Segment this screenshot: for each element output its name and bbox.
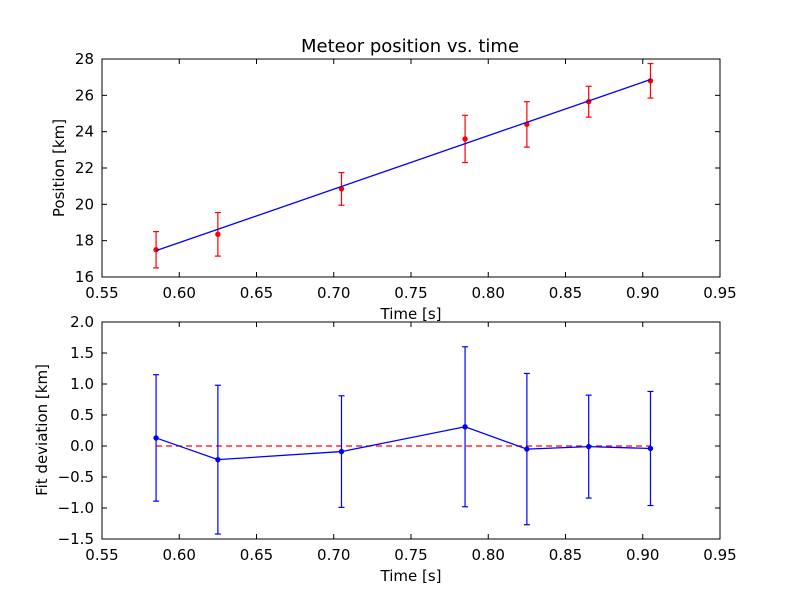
data-point (647, 78, 654, 84)
x-tick-label: 0.95 (703, 284, 736, 302)
fit-line (155, 78, 651, 252)
data-point (338, 448, 345, 455)
x-tick-label: 0.85 (549, 284, 582, 302)
deviation-chart: 0.55 0.60 0.65 0.70 0.75 0.80 0.85 0.90 0.95 −1.5… (33, 313, 737, 585)
y-tick-label: 28 (75, 50, 94, 68)
y-tick-label: 2.0 (70, 313, 94, 331)
x-tick-label: 0.75 (394, 284, 427, 302)
x-tick-label: 0.90 (626, 284, 659, 302)
y-tick-label: −1.0 (58, 499, 94, 517)
data-point (524, 446, 530, 452)
y-axis-label: Position [km] (50, 119, 68, 217)
x-axis-label: Time [s] (380, 567, 442, 585)
x-tick-label: 0.80 (472, 284, 505, 302)
position-chart: Meteor position vs. time 0.55 0.60 0.65 0.7… (50, 36, 737, 323)
x-tick-label: 0.85 (549, 546, 582, 564)
data-point (585, 443, 592, 450)
y-tick-label: 1.0 (70, 375, 94, 393)
data-point (215, 231, 221, 238)
x-tick-label: 0.60 (163, 284, 196, 302)
x-tick-label: 0.70 (317, 284, 350, 302)
x-tick-label: 0.55 (85, 546, 118, 564)
plot-frame (101, 321, 721, 540)
plot-frame (101, 58, 721, 278)
y-tick-label: 0.5 (70, 406, 94, 424)
data-point (215, 456, 221, 463)
y-tick-label: 26 (75, 86, 94, 104)
y-tick-label: 20 (75, 195, 94, 213)
x-tick-label: 0.70 (317, 546, 350, 564)
x-tick-label: 0.90 (626, 546, 659, 564)
y-tick-label: 1.5 (70, 344, 94, 362)
x-tick-label: 0.75 (394, 546, 427, 564)
y-tick-label: 16 (75, 268, 94, 286)
x-tick-label: 0.65 (240, 546, 273, 564)
y-tick-label: 0.0 (70, 437, 94, 455)
x-tick-label: 0.55 (85, 284, 118, 302)
x-tick-label: 0.65 (240, 284, 273, 302)
y-tick-label: −0.5 (58, 468, 94, 486)
deviation-line (155, 426, 651, 461)
data-point (647, 445, 654, 452)
y-axis-label: Fit deviation [km] (33, 364, 51, 496)
data-point (462, 136, 468, 142)
x-tick-label: 0.95 (703, 546, 736, 564)
data-point (153, 435, 159, 441)
data-point (462, 424, 468, 430)
x-axis-label: Time [s] (380, 305, 442, 323)
chart-title: Meteor position vs. time (301, 36, 519, 57)
x-tick-label: 0.80 (472, 546, 505, 564)
y-tick-label: 18 (75, 232, 94, 250)
y-tick-label: 22 (75, 159, 94, 177)
y-tick-label: 24 (75, 123, 94, 141)
y-tick-label: −1.5 (58, 530, 94, 548)
x-tick-label: 0.60 (163, 546, 196, 564)
